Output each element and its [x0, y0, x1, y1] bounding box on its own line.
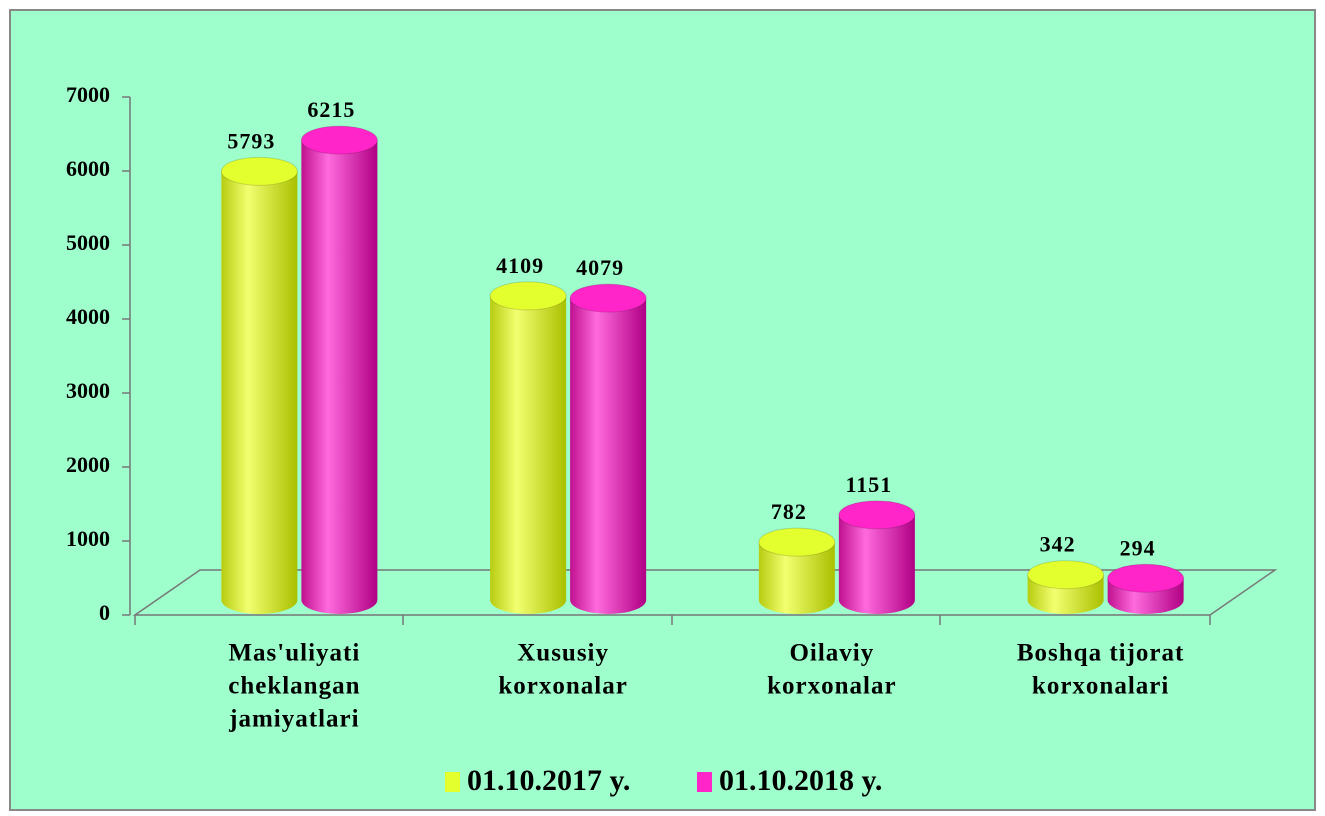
- y-tick-label: 0: [99, 600, 110, 625]
- value-label: 5793: [227, 128, 275, 153]
- cylinder: [758, 542, 835, 614]
- y-tick-label: 6000: [66, 156, 110, 181]
- value-label: 6215: [307, 97, 355, 122]
- legend-swatch: [697, 772, 712, 792]
- cylinder-top: [489, 281, 567, 311]
- x-tick-label: korxonalar: [498, 673, 627, 700]
- x-tick-label: Xususiy: [517, 640, 609, 667]
- value-label: 1151: [845, 472, 892, 497]
- cylinder: [570, 298, 647, 614]
- value-label: 342: [1040, 532, 1076, 557]
- cylinder-top: [220, 156, 298, 186]
- value-label: 4079: [576, 255, 624, 280]
- x-tick-label: korxonalari: [1032, 673, 1169, 700]
- cylinder-top: [300, 125, 378, 155]
- x-tick-label: jamiyatlari: [228, 706, 359, 733]
- y-tick-label: 7000: [66, 82, 110, 107]
- value-label: 4109: [496, 253, 544, 278]
- cylinder-top: [569, 283, 647, 313]
- cylinder-top: [1027, 560, 1105, 590]
- y-tick-label: 5000: [66, 230, 110, 255]
- cylinder-top: [758, 527, 836, 557]
- x-tick-label: Oilaviy: [789, 640, 874, 667]
- y-tick-label: 2000: [66, 452, 110, 477]
- x-tick-label: Mas'uliyati: [228, 640, 360, 667]
- value-label: 294: [1120, 535, 1156, 560]
- y-tick-label: 1000: [66, 526, 110, 551]
- y-tick-label: 3000: [66, 378, 110, 403]
- x-tick-label: korxonalar: [767, 673, 896, 700]
- cylinder: [838, 514, 915, 614]
- y-tick-label: 4000: [66, 304, 110, 329]
- cylinder-top: [1107, 563, 1185, 593]
- cylinder-top: [838, 500, 916, 530]
- value-label: 782: [771, 499, 807, 524]
- legend-label: 01.10.2017 y.: [467, 764, 630, 797]
- legend-swatch: [445, 772, 460, 792]
- x-tick-label: Boshqa tijorat: [1017, 640, 1184, 667]
- legend-label: 01.10.2018 y.: [719, 764, 882, 797]
- cylinder: [301, 140, 378, 614]
- floor: [132, 569, 1278, 616]
- cylinder: [490, 295, 567, 614]
- cylinder: [221, 171, 298, 614]
- x-tick-label: cheklangan: [228, 673, 360, 700]
